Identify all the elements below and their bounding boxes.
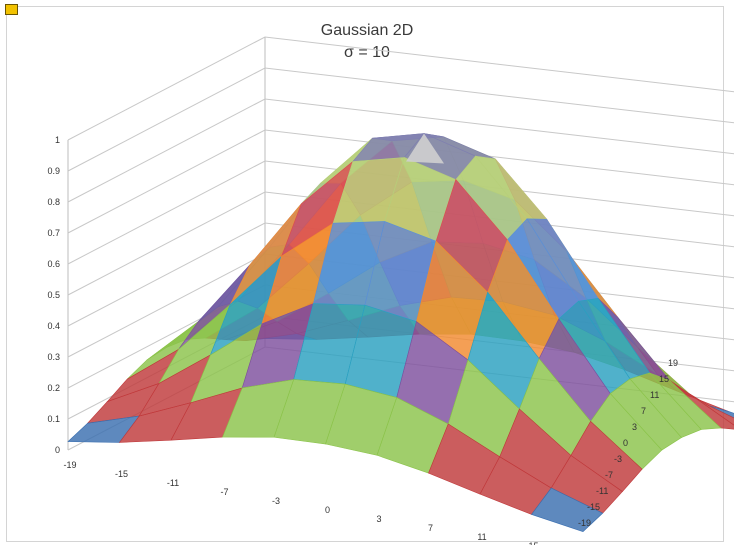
chart-handle-icon[interactable]: [5, 4, 18, 15]
x-tick-label: 15: [528, 541, 538, 545]
z-tick-label: 0.3: [47, 352, 60, 362]
chart-title: Gaussian 2D: [320, 22, 414, 39]
y-tick-label: -11: [596, 486, 608, 496]
y-tick-label: 15: [659, 374, 669, 384]
z-tick-label: 0.8: [47, 197, 60, 207]
surface-cell: [531, 487, 604, 532]
z-tick-label: 0.2: [47, 383, 60, 393]
x-tick-label: -11: [167, 478, 179, 488]
y-tick-label: 7: [641, 406, 646, 416]
z-tick-label: 0.9: [47, 166, 60, 176]
x-tick-label: 3: [376, 514, 381, 524]
y-tick-label: 3: [632, 422, 637, 432]
gridline: [67, 67, 734, 172]
x-tick-label: -7: [220, 487, 228, 497]
x-tick-label: -19: [63, 460, 76, 470]
gridline: [67, 98, 734, 203]
y-tick-label: 0: [623, 438, 628, 448]
gridline: [67, 129, 734, 234]
x-tick-label: 0: [325, 505, 330, 515]
z-tick-label: 0.4: [47, 321, 60, 331]
y-tick-label: -7: [605, 470, 613, 480]
y-tick-label: 11: [650, 390, 659, 400]
z-tick-label: 0: [55, 445, 60, 455]
gridline: [67, 160, 734, 265]
z-tick-label: 0.6: [47, 259, 60, 269]
gridline: [67, 222, 734, 327]
x-tick-label: -3: [272, 496, 280, 506]
z-tick-label: 0.5: [47, 290, 60, 300]
y-tick-label: 19: [668, 358, 678, 368]
z-tick-label: 1: [55, 135, 60, 145]
chart-subtitle: σ = 10: [344, 44, 390, 61]
z-axis-ticks: 0 0.1 0.2 0.3 0.4 0.5 0.6 0.7 0.8 0.9 1: [47, 135, 60, 455]
y-tick-label: -19: [578, 518, 591, 528]
gridline: [67, 36, 734, 141]
x-tick-label: -15: [115, 469, 128, 479]
x-tick-label: 11: [477, 532, 486, 542]
surface-mesh: [67, 133, 734, 532]
y-tick-label: -3: [614, 454, 622, 464]
x-axis-ticks: -19-15-11-7-3037111519: [63, 460, 538, 545]
gridline: [67, 191, 734, 296]
x-tick-label: 7: [428, 523, 433, 533]
surface-peak: [406, 133, 444, 164]
z-tick-label: 0.1: [47, 414, 60, 424]
y-tick-label: -15: [587, 502, 600, 512]
z-tick-label: 0.7: [47, 228, 60, 238]
